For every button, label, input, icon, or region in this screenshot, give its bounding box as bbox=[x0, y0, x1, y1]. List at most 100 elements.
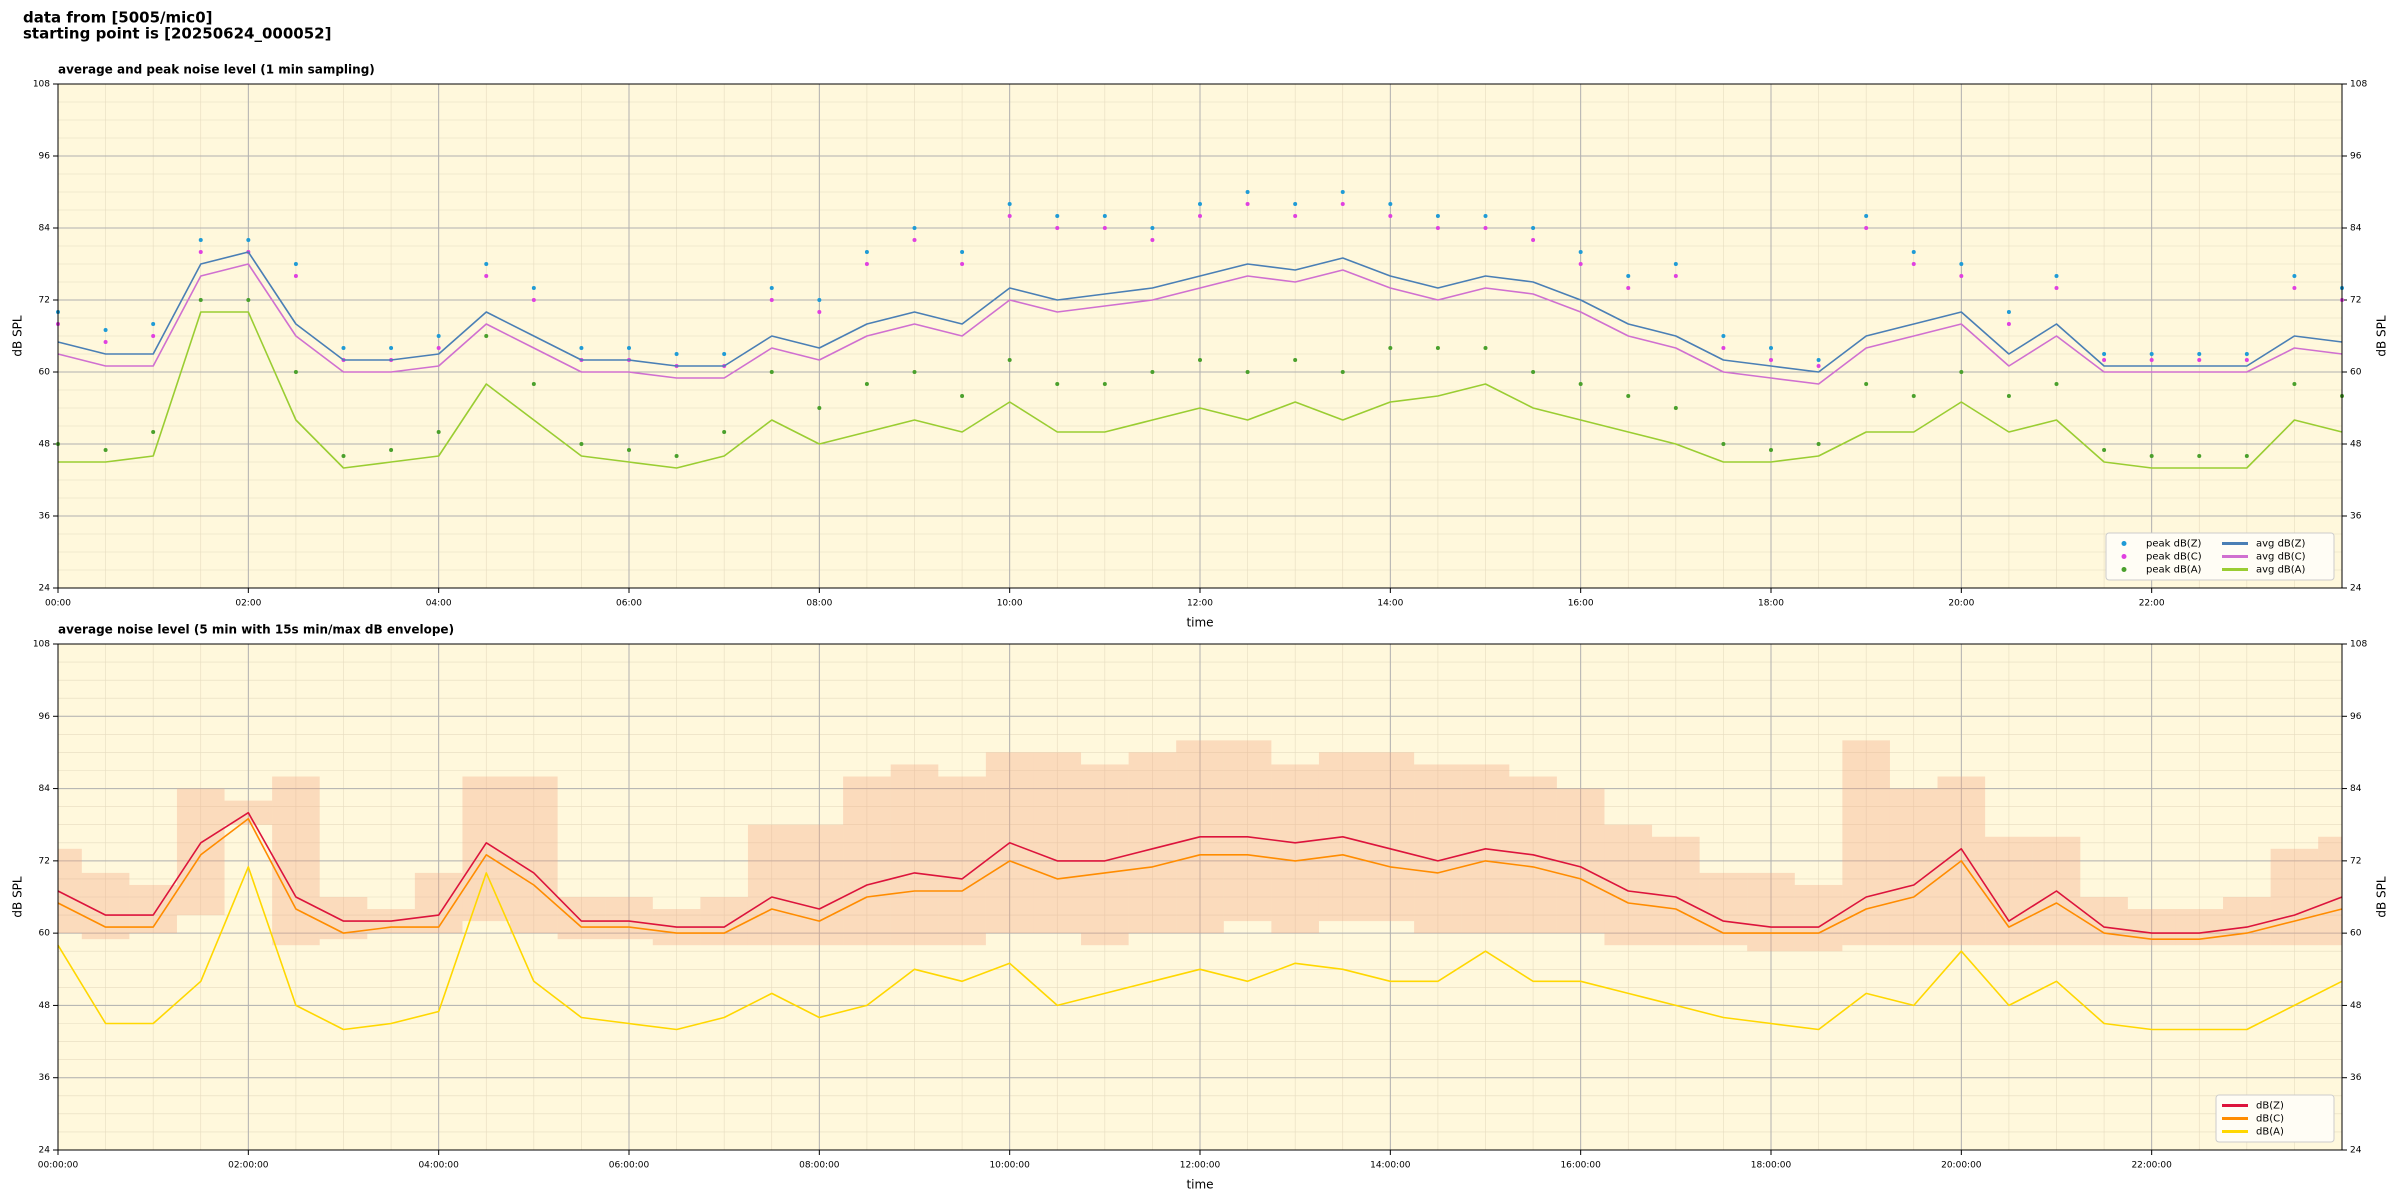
x-tick-label: 12:00:00 bbox=[1180, 1161, 1221, 1171]
peak-point bbox=[293, 370, 298, 374]
envelope bbox=[1604, 824, 1653, 946]
legend-marker bbox=[2121, 541, 2127, 546]
peak-point bbox=[1055, 214, 1060, 218]
x-tick-label: 10:00 bbox=[997, 599, 1023, 609]
peak-point bbox=[2054, 382, 2059, 386]
peak-point bbox=[2054, 274, 2059, 278]
series-line bbox=[57, 811, 2343, 934]
peak-point bbox=[531, 382, 536, 386]
y-tick-label: 108 bbox=[2350, 640, 2367, 650]
peak-point bbox=[1531, 370, 1536, 374]
envelope bbox=[58, 848, 82, 934]
peak-point bbox=[2102, 448, 2107, 452]
x-tick-label: 16:00 bbox=[1568, 599, 1594, 609]
x-tick-label: 22:00:00 bbox=[2131, 1161, 2172, 1171]
peak-point bbox=[1007, 202, 1012, 206]
x-tick-label: 02:00:00 bbox=[228, 1161, 269, 1171]
chart-title: average noise level (5 min with 15s min/… bbox=[58, 623, 454, 637]
x-tick-label: 10:00:00 bbox=[989, 1161, 1030, 1171]
envelope bbox=[1271, 764, 1319, 934]
peak-point bbox=[198, 238, 203, 242]
y-tick-label: 84 bbox=[39, 784, 51, 794]
peak-point bbox=[1435, 346, 1440, 350]
peak-point bbox=[1531, 226, 1536, 230]
peak-point bbox=[2102, 352, 2107, 356]
peak-point bbox=[722, 430, 727, 434]
peak-point bbox=[1816, 442, 1821, 446]
peak-point bbox=[1769, 448, 1773, 452]
envelope bbox=[2318, 836, 2342, 946]
peak-point bbox=[2197, 358, 2202, 362]
envelope bbox=[1556, 788, 1605, 934]
peak-point bbox=[1293, 214, 1298, 218]
x-tick-label: 12:00 bbox=[1187, 599, 1213, 609]
x-tick-label: 16:00:00 bbox=[1560, 1161, 1601, 1171]
y-tick-label: 84 bbox=[2350, 224, 2362, 234]
envelope bbox=[890, 764, 939, 946]
peak-point bbox=[246, 238, 251, 242]
peak-point bbox=[722, 352, 727, 356]
x-tick-label: 14:00 bbox=[1377, 599, 1403, 609]
peak-point bbox=[1198, 202, 1202, 206]
peak-point bbox=[960, 262, 965, 266]
peak-point bbox=[1816, 358, 1821, 362]
y-tick-label: 60 bbox=[39, 929, 51, 939]
y-tick-label: 72 bbox=[2350, 856, 2361, 866]
envelope bbox=[1223, 740, 1272, 922]
y-tick-label: 84 bbox=[2350, 784, 2362, 794]
peak-point bbox=[1055, 226, 1060, 230]
legend-label: peak dB(C) bbox=[2146, 552, 2202, 563]
y-tick-label: 84 bbox=[39, 224, 51, 234]
series-line bbox=[58, 311, 2343, 469]
peak-point bbox=[2244, 352, 2249, 356]
envelope bbox=[938, 776, 986, 946]
peak-point bbox=[2244, 454, 2249, 458]
peak-point bbox=[817, 310, 822, 314]
series-line bbox=[57, 263, 2343, 385]
peak-point bbox=[2149, 358, 2154, 362]
y-tick-label: 36 bbox=[2350, 1073, 2362, 1083]
peak-point bbox=[2149, 454, 2154, 458]
peak-point bbox=[864, 382, 869, 386]
legend-label: avg dB(A) bbox=[2256, 565, 2306, 576]
peak-point bbox=[151, 334, 156, 338]
x-tick-label: 06:00 bbox=[616, 599, 642, 609]
peak-point bbox=[1198, 358, 1202, 362]
peak-point bbox=[817, 298, 822, 302]
peak-point bbox=[2006, 310, 2011, 314]
envelope bbox=[1128, 752, 1177, 934]
peak-point bbox=[2292, 286, 2297, 290]
envelope bbox=[605, 897, 653, 940]
x-axis-label: time bbox=[1186, 1178, 1213, 1192]
peak-point bbox=[1959, 370, 1964, 374]
peak-point bbox=[531, 298, 536, 302]
envelope bbox=[2270, 848, 2319, 946]
peak-point bbox=[246, 298, 251, 302]
y-axis-label: dB SPL bbox=[2375, 315, 2389, 357]
envelope bbox=[1699, 872, 1748, 946]
envelope bbox=[176, 788, 225, 916]
y-tick-label: 96 bbox=[39, 712, 51, 722]
peak-point bbox=[103, 328, 108, 332]
peak-point bbox=[1007, 358, 1012, 362]
peak-point bbox=[389, 448, 394, 452]
peak-point bbox=[769, 286, 774, 290]
peak-point bbox=[1293, 358, 1298, 362]
peak-point bbox=[1578, 250, 1583, 254]
envelope bbox=[272, 776, 320, 946]
envelope bbox=[1985, 836, 2033, 946]
envelope bbox=[1366, 752, 1415, 922]
legend-marker bbox=[2121, 554, 2127, 559]
y-tick-label: 96 bbox=[2350, 712, 2362, 722]
envelope bbox=[747, 824, 796, 946]
legend-label: peak dB(A) bbox=[2146, 565, 2202, 576]
peak-point bbox=[1435, 226, 1440, 230]
y-tick-label: 108 bbox=[33, 640, 50, 650]
peak-point bbox=[960, 250, 965, 254]
peak-point bbox=[1245, 370, 1250, 374]
peak-point bbox=[1626, 274, 1631, 278]
peak-point bbox=[579, 442, 584, 446]
y-axis-label: dB SPL bbox=[11, 876, 25, 918]
envelope bbox=[1033, 752, 1082, 934]
peak-point bbox=[198, 298, 203, 302]
